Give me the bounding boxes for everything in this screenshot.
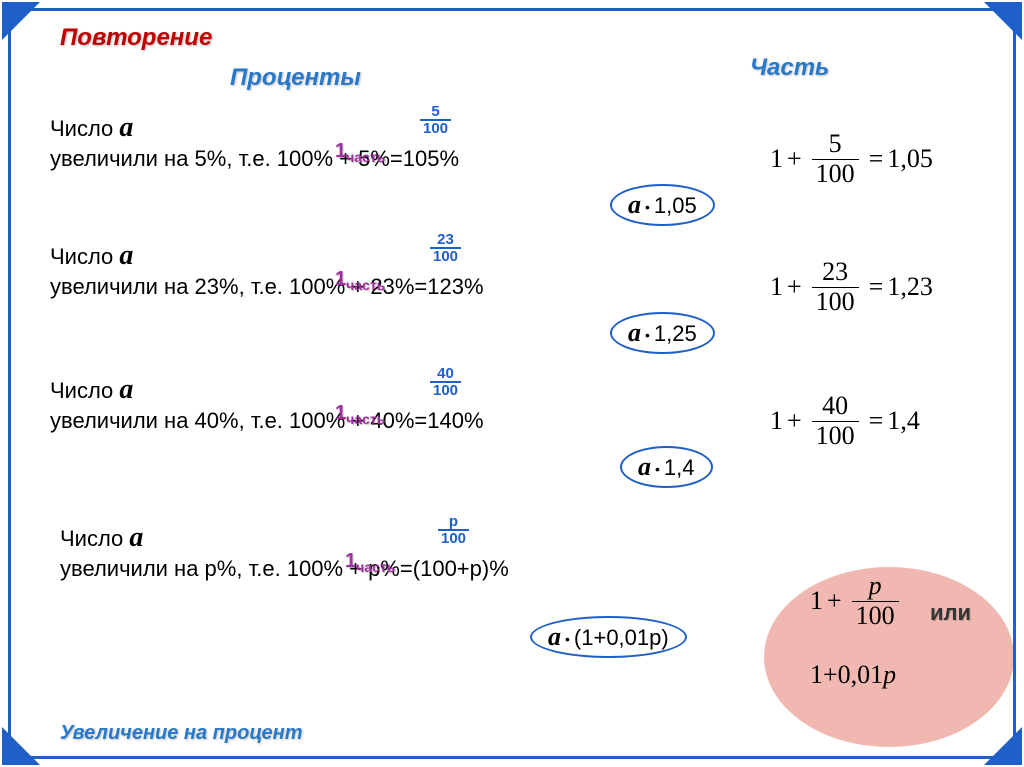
title-part: Часть [750,54,829,82]
block3-formula: 1 + 40100 = 1,4 [770,392,920,450]
prefix: Число [50,378,119,403]
block4-onepart: 1часть [345,550,395,575]
block1-line2: увеличили на 5%, т.е. 100% + 5%=105% [50,146,459,172]
var-a: a [119,112,133,143]
block4-formula-1: 1 + p100 [810,572,905,630]
bottom-label: Увеличение на процент [60,722,302,745]
block2-line2: увеличили на 23%, т.е. 100% + 23%=123% [50,274,484,300]
block1-oval: a•1,05 [610,184,715,226]
title-percents: Проценты [230,64,361,92]
block1-line1: Число a [50,112,459,144]
var-a: a [119,374,133,405]
block1-onepart: 1часть [335,140,385,165]
block2-formula: 1 + 23100 = 1,23 [770,258,933,316]
prefix: Число [60,526,129,551]
block2-smallfrac: 23 100 [430,232,461,264]
prefix: Число [50,116,119,141]
block4-smallfrac: p 100 [438,514,469,546]
or-label: или [930,600,971,626]
block4-formula-2: 1+0,01p [810,660,896,690]
slide: Повторение Проценты Часть Число a увелич… [0,0,1024,767]
block2-line1: Число a [50,240,484,272]
block-3: Число a увеличили на 40%, т.е. 100% + 40… [50,374,484,434]
prefix: Число [50,244,119,269]
var-a: a [119,240,133,271]
block3-onepart: 1часть [335,402,385,427]
title-main: Повторение [60,24,212,52]
block4-oval: a•(1+0,01p) [530,616,687,658]
block1-formula: 1 + 5100 = 1,05 [770,130,933,188]
block-2: Число a увеличили на 23%, т.е. 100% + 23… [50,240,484,300]
block-1: Число a увеличили на 5%, т.е. 100% + 5%=… [50,112,459,172]
block1-smallfrac: 5 100 [420,104,451,136]
block2-onepart: 1часть [335,268,385,293]
block3-line2: увеличили на 40%, т.е. 100% + 40%=140% [50,408,484,434]
block3-line1: Число a [50,374,484,406]
block3-oval: a•1,4 [620,446,713,488]
block4-line2: увеличили на p%, т.е. 100% + p%=(100+p)% [60,556,509,582]
block3-smallfrac: 40 100 [430,366,461,398]
block2-oval: a•1,25 [610,312,715,354]
var-a: a [129,522,143,553]
